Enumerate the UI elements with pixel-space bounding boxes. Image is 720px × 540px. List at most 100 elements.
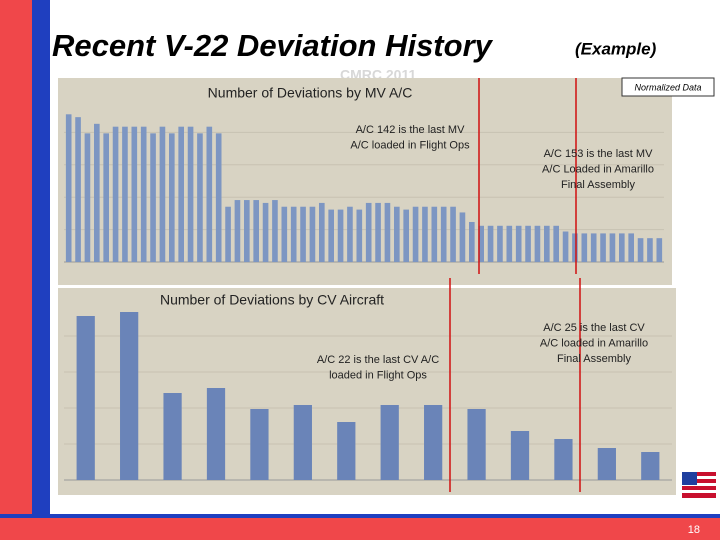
- annotation: A/C loaded in Amarillo: [540, 337, 648, 349]
- annotation: loaded in Flight Ops: [329, 369, 427, 381]
- page-number: 18: [688, 524, 700, 536]
- left-red-band: [0, 0, 32, 540]
- note-box: [621, 77, 715, 97]
- bar: [380, 405, 399, 480]
- bar: [347, 206, 353, 262]
- bar: [281, 206, 288, 262]
- flag-icon: [682, 472, 716, 498]
- bar: [609, 233, 616, 262]
- bar: [131, 126, 138, 263]
- bar: [356, 209, 363, 262]
- annotation: A/C 22 is the last CV A/C: [317, 354, 439, 366]
- bar: [300, 206, 306, 262]
- bar: [647, 238, 653, 262]
- left-blue-band: [32, 0, 50, 520]
- bottom-chart-panel: [58, 288, 676, 495]
- bar: [328, 209, 334, 262]
- bar: [293, 405, 312, 480]
- bar: [215, 133, 222, 262]
- bar: [534, 225, 541, 262]
- bar: [506, 225, 513, 262]
- bar: [515, 225, 522, 262]
- bar: [544, 225, 550, 262]
- bar: [572, 233, 578, 262]
- annotation: Final Assembly: [561, 179, 635, 191]
- bar: [159, 126, 166, 263]
- chart-title: Number of Deviations by MV A/C: [208, 85, 413, 101]
- bar: [487, 225, 494, 262]
- bar: [140, 126, 147, 263]
- bar: [431, 206, 438, 262]
- bar: [365, 202, 372, 262]
- bar: [337, 422, 356, 480]
- note: Normalized Data: [634, 82, 701, 92]
- bar: [103, 133, 109, 262]
- annotation: Final Assembly: [557, 353, 631, 365]
- bar: [384, 202, 391, 262]
- bar: [656, 238, 663, 262]
- bar: [440, 206, 447, 262]
- bar: [290, 206, 297, 262]
- bar: [553, 225, 559, 262]
- bar: [375, 202, 381, 262]
- bar: [250, 409, 269, 480]
- bar: [497, 225, 503, 262]
- bar: [206, 388, 226, 480]
- bar: [590, 233, 597, 262]
- bar: [641, 452, 660, 480]
- bar: [467, 409, 486, 480]
- annotation: A/C 153 is the last MV: [544, 148, 653, 160]
- bar: [112, 126, 119, 263]
- bar: [234, 200, 241, 262]
- bar: [84, 133, 91, 262]
- bar: [75, 117, 81, 262]
- bar: [510, 431, 530, 480]
- bar: [394, 206, 400, 262]
- bar: [262, 202, 269, 262]
- bar: [187, 126, 194, 263]
- bar: [169, 133, 175, 262]
- annotation: A/C 142 is the last MV: [356, 124, 465, 136]
- bar: [403, 209, 409, 262]
- bar: [424, 405, 443, 480]
- bar: [197, 133, 203, 262]
- bar: [412, 206, 419, 262]
- annotation: A/C Loaded in Amarillo: [542, 163, 654, 175]
- bar: [554, 439, 573, 480]
- bar: [120, 312, 139, 480]
- bar: [163, 393, 182, 480]
- bar: [337, 209, 344, 262]
- bar: [244, 200, 250, 262]
- bottom-blue-line: [0, 514, 720, 518]
- bar: [619, 233, 625, 262]
- bar: [150, 133, 156, 262]
- bar: [206, 126, 213, 263]
- slide-subtitle: (Example): [575, 39, 657, 58]
- bar: [478, 225, 484, 262]
- bottom-red-band: [32, 514, 720, 540]
- bar: [581, 233, 588, 262]
- bar: [469, 221, 475, 262]
- bar: [319, 202, 325, 262]
- bar: [178, 126, 184, 263]
- bar: [272, 200, 278, 262]
- bar: [637, 238, 644, 262]
- chart-title: Number of Deviations by CV Aircraft: [160, 292, 384, 308]
- bar: [309, 206, 316, 262]
- bar: [253, 200, 259, 262]
- bar: [422, 206, 428, 262]
- bar: [600, 233, 606, 262]
- bar: [597, 448, 616, 480]
- bar: [122, 126, 128, 263]
- bar: [450, 206, 456, 262]
- bar: [628, 233, 634, 262]
- bar: [65, 114, 72, 262]
- bar: [94, 123, 100, 262]
- annotation: A/C loaded in Flight Ops: [350, 139, 470, 151]
- bar: [562, 231, 569, 262]
- slide-title: Recent V-22 Deviation History: [52, 28, 494, 63]
- bar: [225, 206, 231, 262]
- bar: [76, 316, 95, 480]
- annotation: A/C 25 is the last CV: [543, 322, 645, 334]
